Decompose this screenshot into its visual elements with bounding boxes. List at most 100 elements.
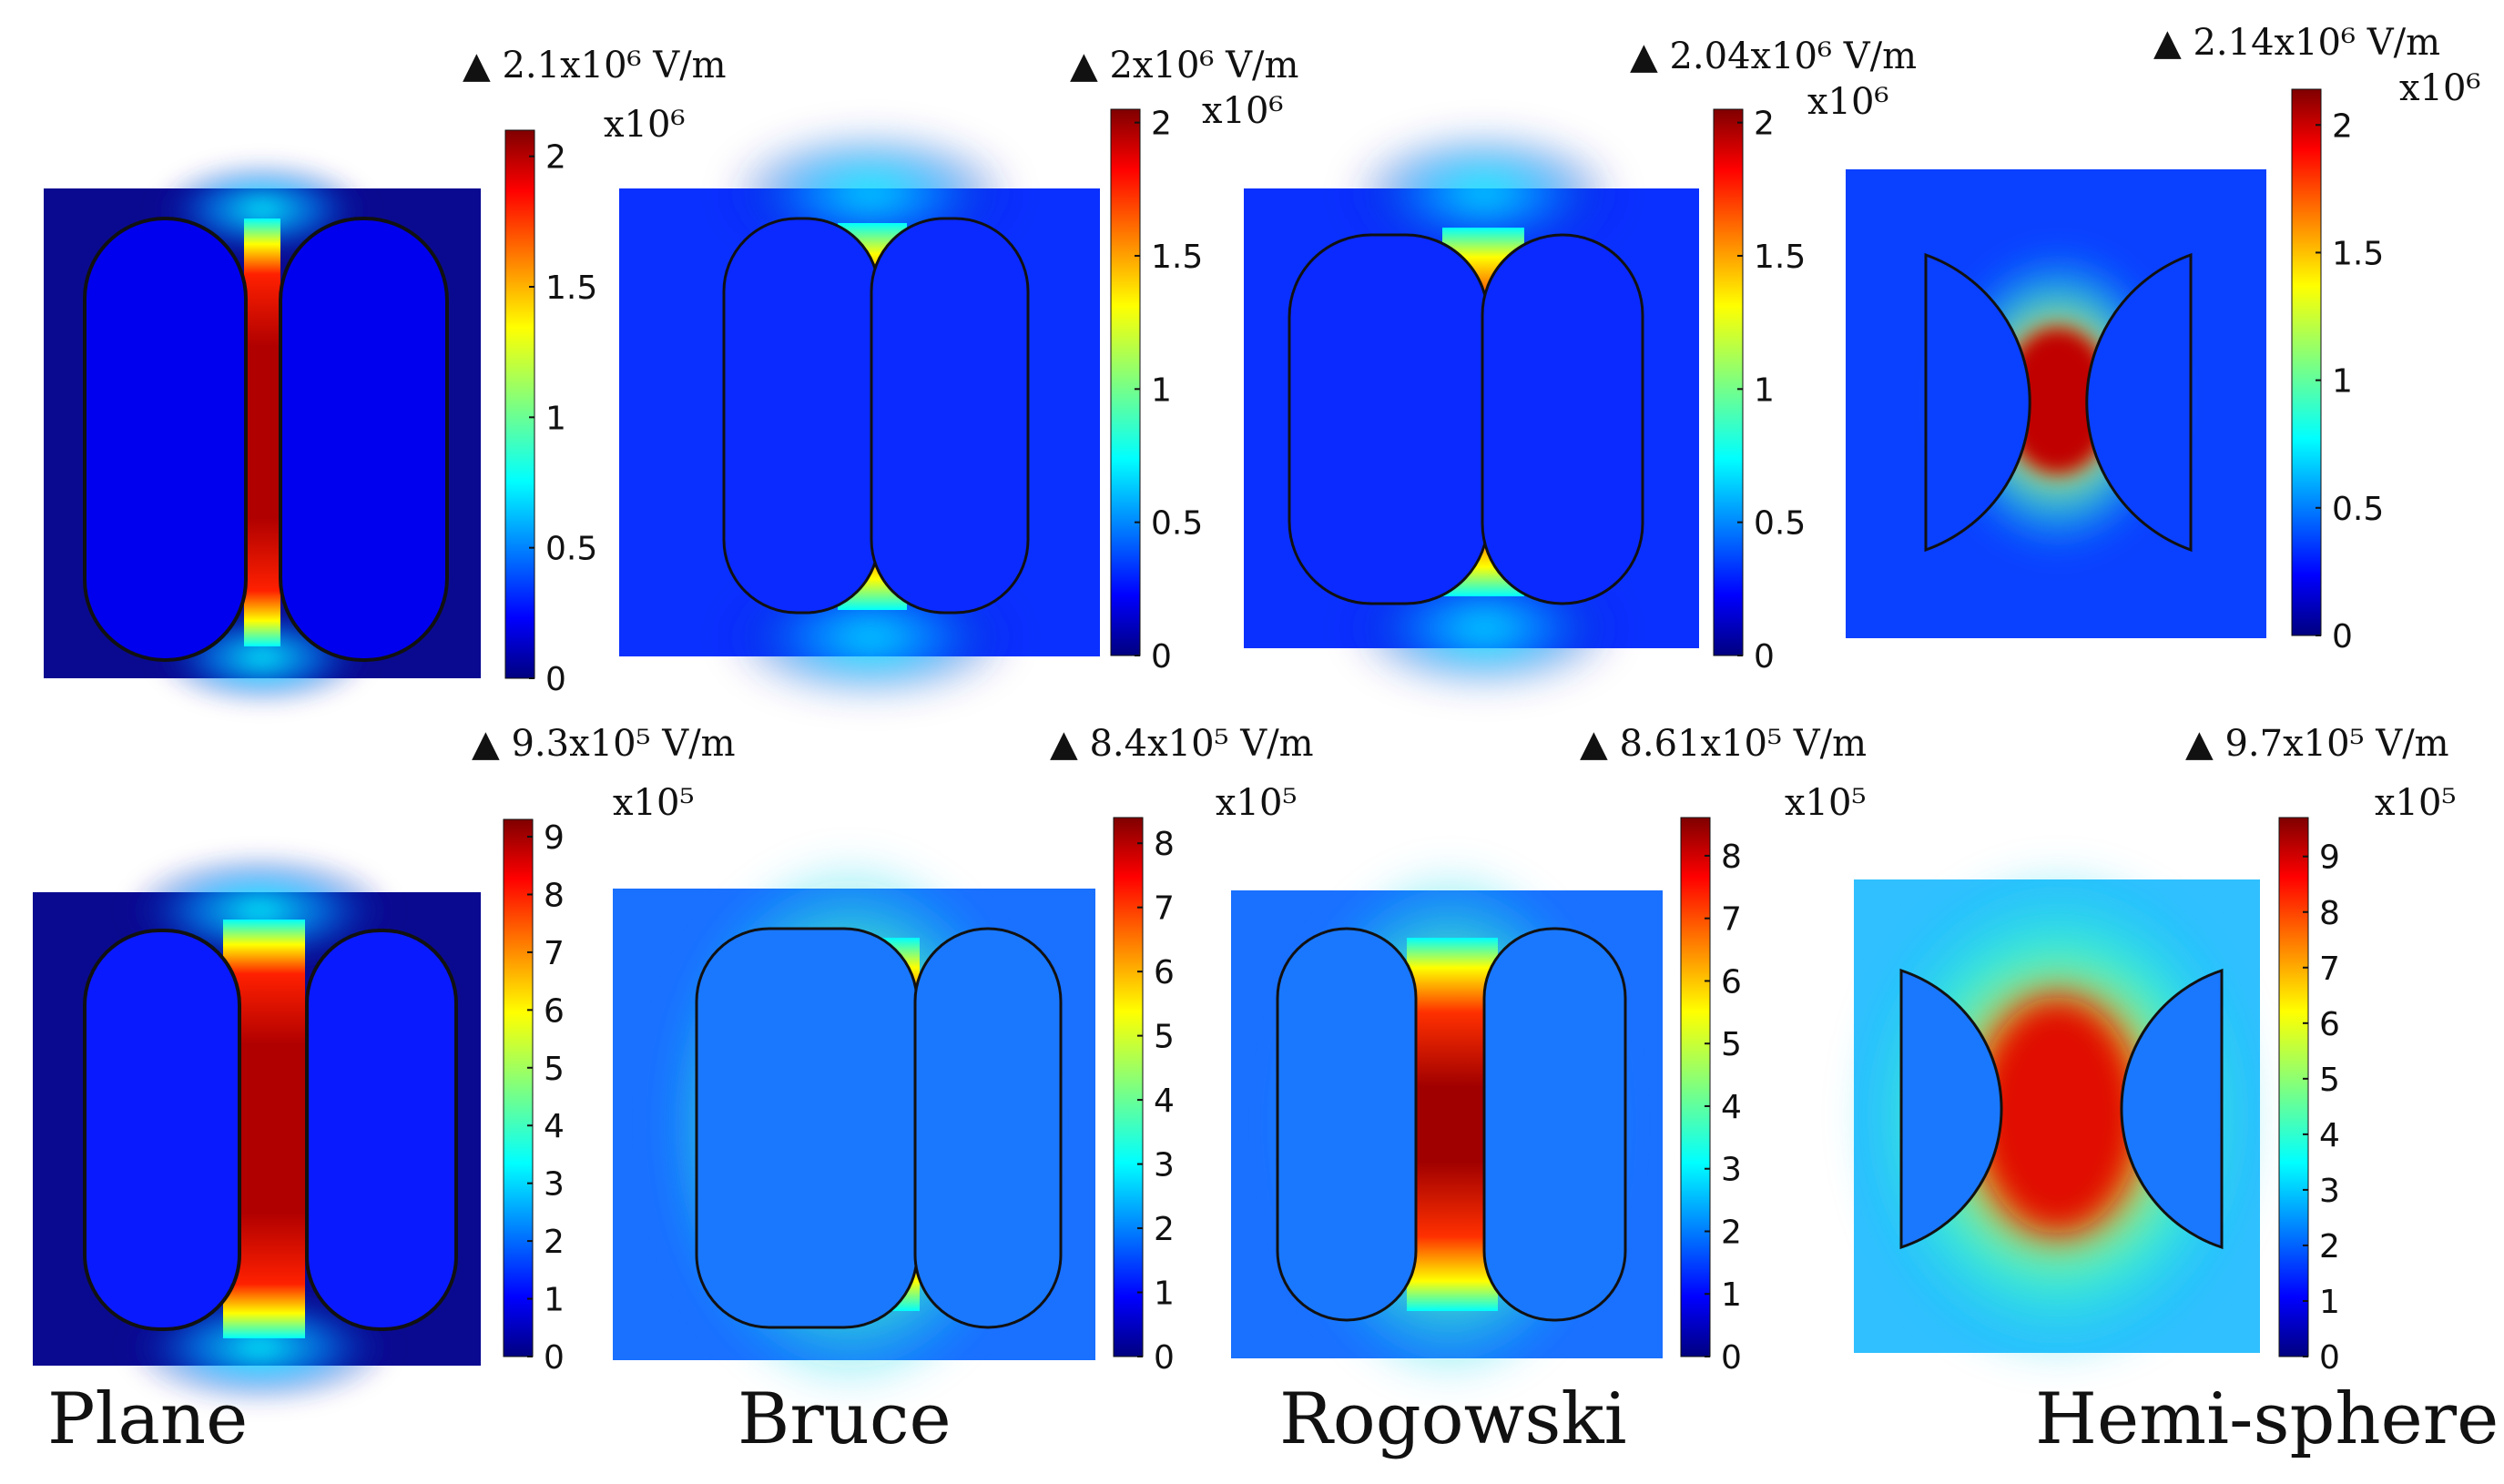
colorbar-tick-label: 3 <box>544 1166 565 1204</box>
colorbar-ticks: 0 0.5 1 1.5 2 <box>1737 106 1806 676</box>
electrode-left <box>1276 927 1418 1322</box>
panel-bruce-bottom: ▲ 8.4x10⁵ V/m x10⁵ 0 1 2 3 4 5 6 7 8 <box>613 723 1314 1398</box>
scale-multiplier: x10⁵ <box>613 782 695 824</box>
colorbar-tick-label: 5 <box>2319 1062 2340 1099</box>
colorbar-tick-label: 9 <box>544 819 565 857</box>
electrode-right <box>279 217 449 662</box>
max-field-label: ▲ 9.3x10⁵ V/m <box>472 723 736 765</box>
colorbar <box>2278 817 2309 1357</box>
colorbar-tick-label: 0 <box>1754 638 1775 676</box>
colorbar-tick-label: 0 <box>2332 618 2353 656</box>
electrode-right <box>870 217 1030 615</box>
gap-field-region <box>1407 938 1498 1311</box>
colorbar-tick-label: 8 <box>2319 895 2340 932</box>
colorbar-tick-label: 3 <box>1721 1152 1742 1189</box>
electrode-right <box>2085 252 2193 553</box>
colorbar-tick-label: 6 <box>1154 954 1175 991</box>
colorbar-tick-label: 0.5 <box>545 531 597 568</box>
electrode-left <box>83 217 248 662</box>
panel-hemisphere-top: ▲ 2.14x10⁶ V/m x10⁶ 0 0.5 1 1.5 2 <box>1846 22 2481 656</box>
electrode-left <box>83 929 241 1331</box>
colorbar-ticks: 0 0.5 1 1.5 2 <box>529 139 597 698</box>
panel-hemisphere-bottom: ▲ 9.7x10⁵ V/m x10⁵ 0 1 2 3 4 5 6 7 8 9 <box>1848 723 2457 1377</box>
colorbar-tick-label: 0.5 <box>1151 505 1203 543</box>
max-field-label: ▲ 8.61x10⁵ V/m <box>1580 723 1867 765</box>
electrode-left <box>1288 233 1490 605</box>
colorbar-tick-label: 9 <box>2319 839 2340 877</box>
colorbar-tick-label: 6 <box>2319 1006 2340 1043</box>
colorbar-tick-label: 3 <box>1154 1147 1175 1184</box>
panel-plane-top: ▲ 2.1x10⁶ V/m x10⁶ 0 0.5 1 1.5 2 <box>44 45 727 707</box>
caption-plane: Plane <box>47 1378 248 1460</box>
colorbar-ticks: 0 1 2 3 4 5 6 7 8 <box>1705 839 1742 1377</box>
caption-hemi-sphere: Hemi-sphere <box>2035 1378 2499 1460</box>
panel-rogowski-top: ▲ 2.04x10⁶ V/m x10⁶ 0 0.5 1 1.5 2 <box>1244 36 1917 692</box>
colorbar-tick-label: 1.5 <box>1754 239 1806 276</box>
colorbar-tick-label: 0 <box>1151 638 1172 676</box>
max-field-label: ▲ 2.04x10⁶ V/m <box>1630 36 1917 77</box>
colorbar <box>504 129 535 679</box>
colorbar-tick-label: 1.5 <box>2332 235 2384 272</box>
colorbar-tick-label: 0 <box>545 661 566 698</box>
colorbar-tick-label: 2 <box>545 139 566 177</box>
colorbar-ticks: 0 1 2 3 4 5 6 7 8 9 <box>527 819 565 1377</box>
electrode-left <box>695 927 919 1329</box>
max-field-label: ▲ 2x10⁶ V/m <box>1070 45 1298 86</box>
colorbar-tick-label: 0 <box>2319 1339 2340 1377</box>
colorbar-tick-label: 1 <box>1154 1276 1175 1313</box>
colorbar-tick-label: 5 <box>1721 1026 1742 1063</box>
colorbar-tick-label: 1 <box>1721 1276 1742 1314</box>
scale-multiplier: x10⁵ <box>1216 782 1298 824</box>
scale-multiplier: x10⁶ <box>1202 90 1284 132</box>
colorbar-tick-label: 4 <box>2319 1117 2340 1154</box>
colorbar-tick-label: 2 <box>1721 1214 1742 1251</box>
colorbar-tick-label: 4 <box>544 1108 565 1145</box>
colorbar <box>1110 108 1141 656</box>
gap-field-core <box>2003 328 2112 473</box>
caption-bruce: Bruce <box>738 1378 952 1460</box>
colorbar-tick-label: 8 <box>1721 839 1742 876</box>
colorbar-tick-label: 3 <box>2319 1173 2340 1210</box>
colorbar-tick-label: 6 <box>1721 963 1742 1001</box>
colorbar <box>1680 817 1711 1357</box>
colorbar-tick-label: 2 <box>2332 107 2353 145</box>
colorbar-tick-label: 0.5 <box>1754 505 1806 543</box>
electrode-right <box>2120 968 2224 1250</box>
colorbar-tick-label: 1 <box>2319 1284 2340 1321</box>
scale-multiplier: x10⁶ <box>2399 67 2481 109</box>
colorbar-tick-label: 1.5 <box>1151 239 1203 276</box>
panel-plane-bottom: ▲ 9.3x10⁵ V/m x10⁵ 0 1 2 3 4 5 6 7 8 9 <box>33 723 736 1407</box>
colorbar-tick-label: 0 <box>1154 1339 1175 1377</box>
colorbar-tick-label: 1.5 <box>545 269 597 307</box>
electrode-left <box>1924 252 2031 553</box>
colorbar-tick-label: 8 <box>1154 826 1175 863</box>
colorbar-tick-label: 5 <box>1154 1019 1175 1056</box>
max-field-label: ▲ 2.1x10⁶ V/m <box>463 45 727 86</box>
colorbar-tick-label: 7 <box>544 935 565 972</box>
panel-bruce-top: ▲ 2x10⁶ V/m x10⁶ 0 0.5 1 1.5 2 <box>619 45 1298 701</box>
scale-multiplier: x10⁶ <box>604 104 686 146</box>
caption-rogowski: Rogowski <box>1279 1378 1627 1460</box>
colorbar-tick-label: 4 <box>1154 1083 1175 1120</box>
max-field-label: ▲ 8.4x10⁵ V/m <box>1050 723 1314 765</box>
colorbar-ticks: 0 1 2 3 4 5 6 7 8 <box>1137 826 1175 1377</box>
colorbar-tick-label: 1 <box>1151 371 1172 409</box>
field-glow-top <box>1348 129 1621 257</box>
colorbar-tick-label: 1 <box>2332 363 2353 401</box>
colorbar-tick-label: 1 <box>544 1282 565 1319</box>
electrode-left <box>1899 968 2003 1250</box>
panel-rogowski-bottom: ▲ 8.61x10⁵ V/m x10⁵ 0 1 2 3 4 5 6 7 8 <box>1231 723 1867 1388</box>
max-field-label: ▲ 9.7x10⁵ V/m <box>2185 723 2449 765</box>
electrode-right <box>1482 927 1627 1322</box>
colorbar-ticks: 0 0.5 1 1.5 2 <box>2316 107 2384 656</box>
gap-field-region <box>244 219 280 646</box>
colorbar-ticks: 0 1 2 3 4 5 6 7 8 9 <box>2303 839 2340 1377</box>
colorbar-tick-label: 2 <box>1154 1211 1175 1248</box>
scale-multiplier: x10⁵ <box>2375 782 2457 824</box>
colorbar-tick-label: 4 <box>1721 1089 1742 1126</box>
electrode-right <box>1481 233 1644 605</box>
colorbar-tick-label: 0 <box>1721 1339 1742 1377</box>
electrode-left <box>722 217 880 615</box>
max-field-label: ▲ 2.14x10⁶ V/m <box>2153 22 2440 64</box>
